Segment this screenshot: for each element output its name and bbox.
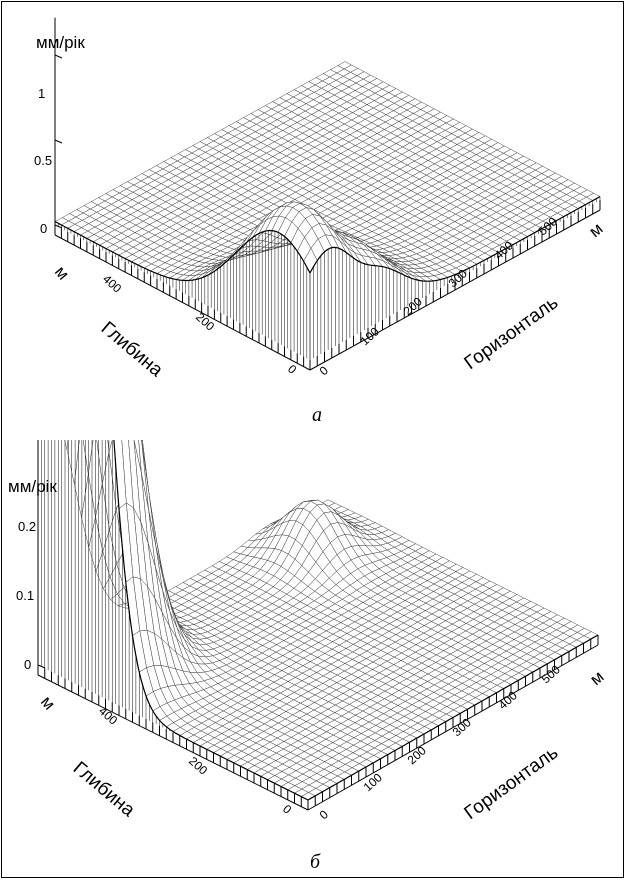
z-tick-label: 1 [38,86,45,101]
surface-edge [54,221,311,282]
depth-unit-label: м [51,262,73,283]
depth-tick-label: 0 [280,802,295,817]
horizontal-axis-label: Горизонталь [461,292,563,374]
horizontal-tick-label: 0 [317,807,332,822]
surface-chart-a: мм/рік 0 0.5 1 м 400 200 0 Глибина 0 100… [34,17,607,426]
horizontal-unit-label: м [586,667,607,689]
axes [37,440,599,811]
horizontal-tick-label: 0 [317,363,332,378]
z-tick [54,139,63,144]
z-tick [54,54,63,59]
horizontal-axis-label: Горизонталь [461,742,563,824]
z-axis-label: мм/рік [8,477,57,496]
surface-chart-b: мм/рік 0 0.1 0.2 м 400 200 0 Глибина 0 1… [8,440,608,873]
depth-tick-label: 400 [100,272,124,296]
z-tick [37,664,46,669]
depth-axis-label: Глибина [69,758,139,822]
z-tick-label: 0.5 [34,153,52,168]
axes [54,17,601,371]
z-tick-label: 0.1 [16,588,34,603]
z-tick-label: 0 [24,657,31,672]
depth-unit-label: м [37,692,59,713]
figure-caption: а [312,404,322,426]
surface-mesh [37,440,599,810]
depth-axis-label: Глибина [97,318,167,382]
surface-cell [82,440,94,474]
surface-edge [113,440,309,801]
horizontal-unit-label: м [585,219,606,241]
figure-caption: б [310,851,321,873]
surface-edge [309,196,601,282]
surface-cell [66,440,80,484]
depth-tick-label: 0 [285,362,300,377]
z-tick-label: 0 [40,221,47,236]
surface-cell [64,440,69,450]
z-tick [54,224,63,229]
z-tick-label: 0.2 [18,519,36,534]
z-axis-label: мм/рік [36,33,85,52]
